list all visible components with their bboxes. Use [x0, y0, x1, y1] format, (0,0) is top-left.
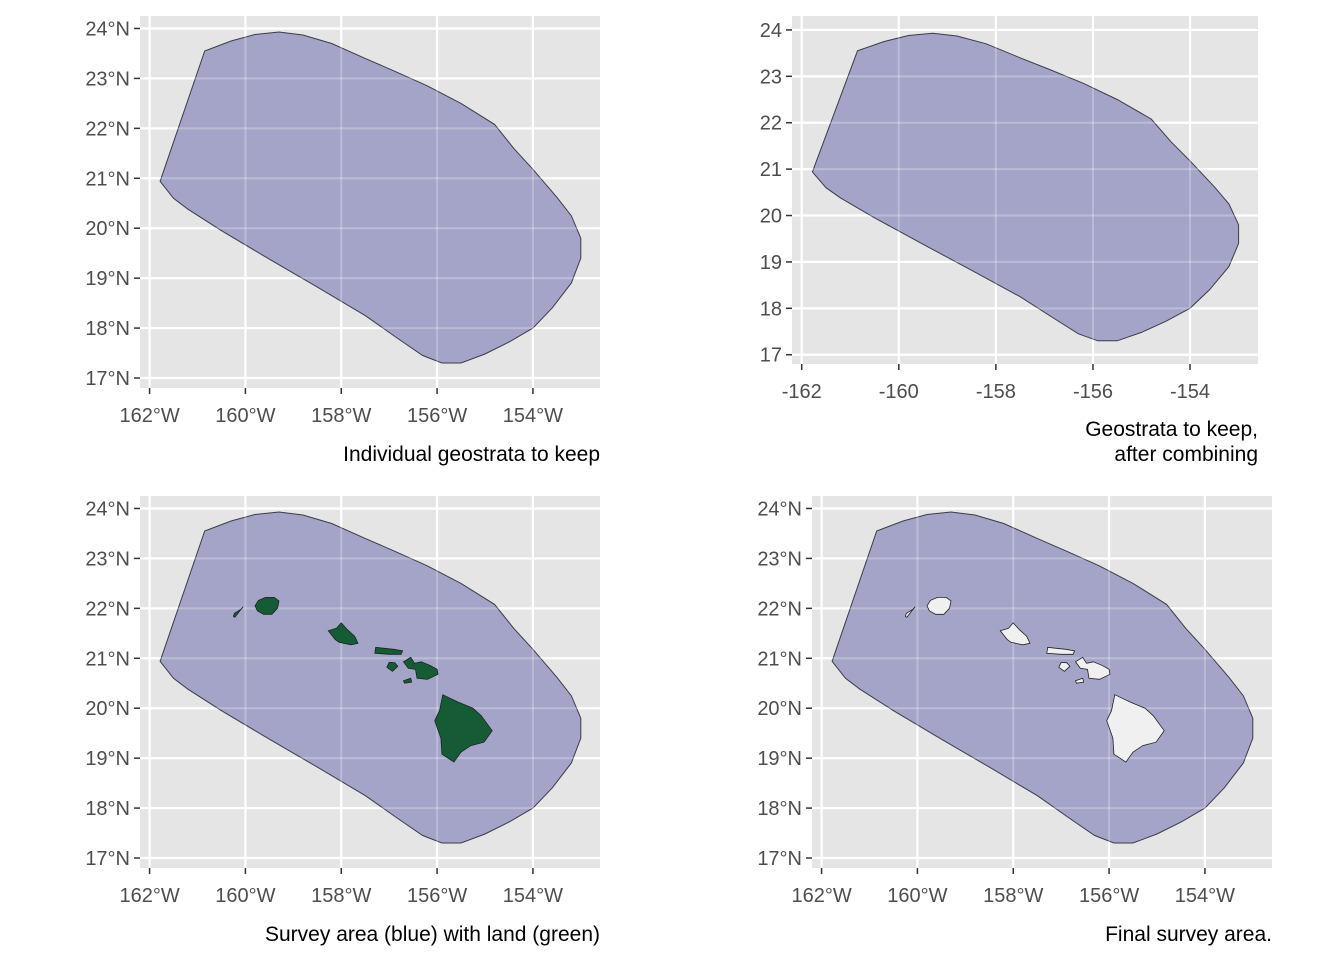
y-tick-label: 17°N [85, 848, 130, 870]
x-tick-label: -156 [1073, 381, 1113, 403]
x-tick-label: 160°W [887, 885, 947, 907]
island-maui [402, 656, 439, 680]
y-tick-label: 21°N [85, 648, 130, 670]
island-oahu [327, 622, 359, 646]
y-tick-label: 19°N [757, 748, 802, 770]
island-hawaii [434, 694, 493, 763]
survey-area-polygon [811, 32, 1240, 342]
y-tick-label: 22 [760, 113, 782, 135]
panel-final-survey-area: 17°N 18°N 19°N 20°N 21°N 22°N 23°N 24°N 162°W 160… [757, 496, 1272, 946]
x-tick-label: 158°W [311, 405, 371, 427]
island-molokai [374, 646, 404, 655]
y-tick-label: 18°N [757, 798, 802, 820]
island-kauai [926, 597, 952, 615]
x-tick-label: -154 [1170, 381, 1210, 403]
x-tick-label: 154°W [503, 405, 563, 427]
panel-caption: Geostrata to keep, [1085, 418, 1258, 441]
island-kahoolawe [1074, 677, 1085, 684]
island-oahu [999, 622, 1031, 646]
x-tick-label: 156°W [407, 885, 467, 907]
island-kahoolawe [402, 677, 413, 684]
x-tick-label: -160 [879, 381, 919, 403]
y-tick-label: 23 [760, 66, 782, 88]
panel-combined-geostrata: 17 18 19 20 21 22 23 24 -162 -160 -158 -156 -154 Geos… [760, 16, 1258, 466]
x-tick-label: 156°W [1079, 885, 1139, 907]
x-tick-label: 162°W [791, 885, 851, 907]
x-tick-label: 156°W [407, 405, 467, 427]
y-tick-label: 24°N [757, 498, 802, 520]
survey-area-polygon [159, 511, 582, 844]
island-hawaii [1106, 694, 1165, 763]
y-tick-label: 19°N [85, 268, 130, 290]
x-tick-label: 154°W [503, 885, 563, 907]
y-tick-label: 23°N [757, 548, 802, 570]
panel-individual-geostrata: 17°N 18°N 19°N 20°N 21°N 22°N 23°N 24°N 162°W 160… [85, 16, 600, 466]
island-maui [1074, 656, 1111, 680]
island-niihau [232, 606, 244, 618]
y-tick-label: 22°N [85, 118, 130, 140]
x-tick-label: 158°W [311, 885, 371, 907]
panel-caption: Final survey area. [1105, 923, 1272, 946]
y-tick-label: 24°N [85, 498, 130, 520]
y-tick-label: 21 [760, 159, 782, 181]
y-tick-label: 21°N [757, 648, 802, 670]
y-tick-label: 17 [760, 345, 782, 367]
y-tick-label: 20°N [85, 218, 130, 240]
panel-caption: Individual geostrata to keep [343, 443, 600, 466]
x-tick-label: 160°W [215, 885, 275, 907]
y-tick-label: 17°N [757, 848, 802, 870]
survey-area-polygon [831, 511, 1254, 844]
x-tick-label: 154°W [1175, 885, 1235, 907]
survey-area-polygon [159, 31, 582, 364]
panel-survey-with-land: 17°N 18°N 19°N 20°N 21°N 22°N 23°N 24°N 162°W 160… [85, 496, 600, 946]
y-tick-label: 20°N [85, 698, 130, 720]
x-tick-label: 162°W [119, 885, 179, 907]
x-tick-label: 162°W [119, 405, 179, 427]
panel-caption: Survey area (blue) with land (green) [265, 923, 600, 946]
y-tick-label: 18 [760, 298, 782, 320]
y-tick-label: 17°N [85, 368, 130, 390]
island-lanai [1058, 661, 1071, 672]
panel-caption: after combining [1114, 443, 1258, 466]
x-tick-label: 160°W [215, 405, 275, 427]
y-tick-label: 24 [760, 20, 782, 42]
island-niihau [904, 606, 916, 618]
y-tick-label: 23°N [85, 68, 130, 90]
island-kauai [254, 597, 280, 615]
x-tick-label: 158°W [983, 885, 1043, 907]
y-tick-label: 21°N [85, 168, 130, 190]
y-tick-label: 19°N [85, 748, 130, 770]
y-tick-label: 19 [760, 252, 782, 274]
y-tick-label: 20°N [757, 698, 802, 720]
y-tick-label: 18°N [85, 798, 130, 820]
island-lanai [386, 661, 399, 672]
y-tick-label: 20 [760, 206, 782, 228]
y-tick-label: 18°N [85, 318, 130, 340]
x-tick-label: -162 [782, 381, 822, 403]
island-molokai [1046, 646, 1076, 655]
y-tick-label: 23°N [85, 548, 130, 570]
x-tick-label: -158 [976, 381, 1016, 403]
y-tick-label: 22°N [85, 598, 130, 620]
y-tick-label: 24°N [85, 18, 130, 40]
y-tick-label: 22°N [757, 598, 802, 620]
